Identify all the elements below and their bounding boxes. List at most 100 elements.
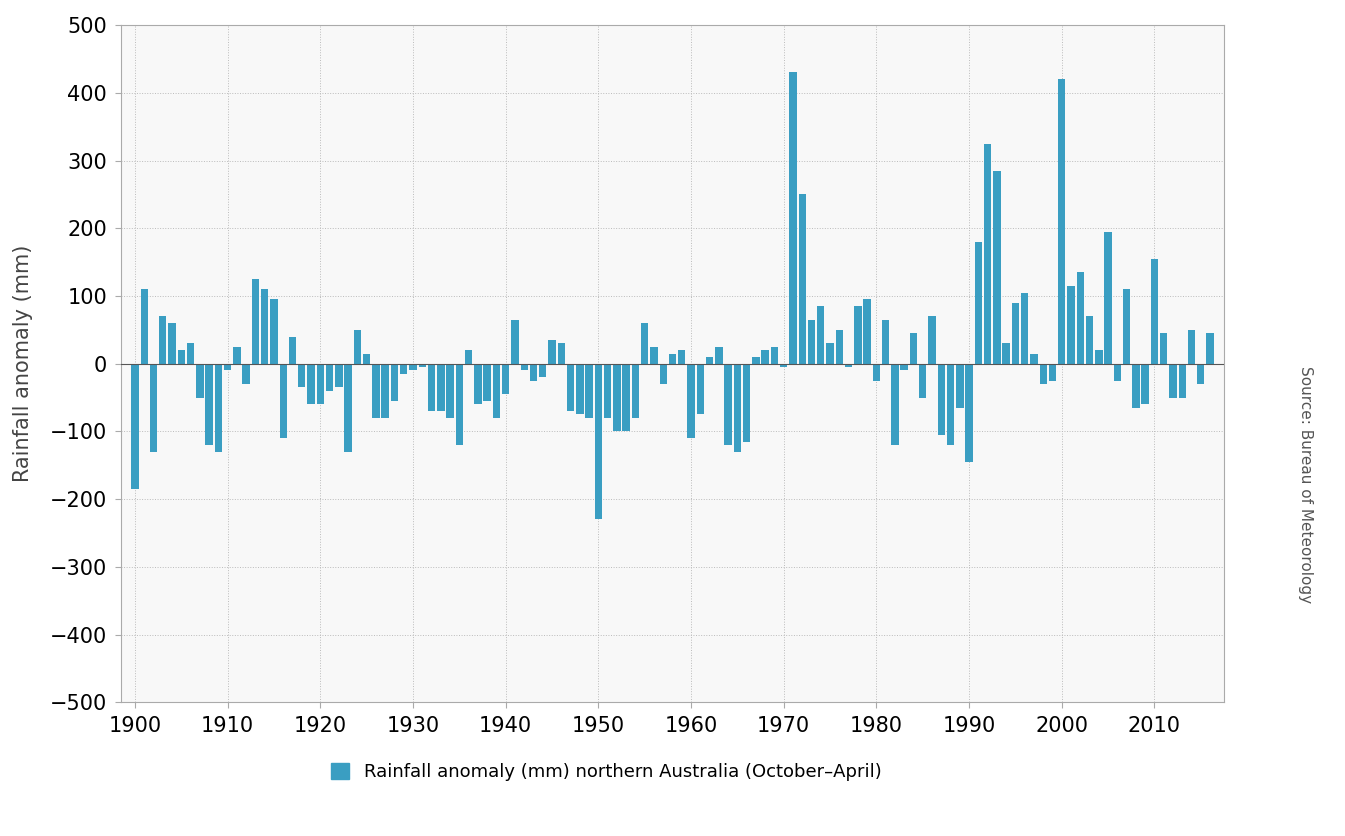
Bar — [132, 364, 139, 489]
Bar — [799, 195, 806, 364]
Bar — [808, 319, 815, 364]
Bar — [335, 364, 343, 387]
Bar — [502, 364, 510, 394]
Bar — [742, 364, 751, 441]
Bar — [178, 350, 186, 364]
Bar — [892, 364, 898, 445]
Bar — [168, 323, 176, 364]
Bar — [956, 364, 963, 408]
Bar — [382, 364, 389, 418]
Bar — [1030, 354, 1037, 364]
Bar — [594, 364, 603, 519]
Bar — [863, 299, 870, 364]
Bar — [1197, 364, 1205, 384]
Bar — [261, 289, 269, 364]
Bar — [511, 319, 519, 364]
Bar — [845, 364, 853, 367]
Bar — [206, 364, 213, 445]
Bar — [947, 364, 954, 445]
Bar — [1114, 364, 1122, 380]
Bar — [418, 364, 426, 367]
Bar — [1085, 316, 1093, 364]
Bar — [159, 316, 167, 364]
Bar — [223, 364, 231, 370]
Bar — [492, 364, 500, 418]
Bar — [308, 364, 315, 405]
Bar — [1104, 232, 1112, 364]
Bar — [447, 364, 453, 418]
Bar — [233, 347, 241, 364]
Bar — [475, 364, 482, 405]
Legend: Rainfall anomaly (mm) northern Australia (October–April): Rainfall anomaly (mm) northern Australia… — [331, 763, 881, 782]
Bar — [325, 364, 334, 390]
Bar — [1159, 334, 1167, 364]
Bar — [558, 344, 565, 364]
Bar — [344, 364, 352, 451]
Bar — [1178, 364, 1186, 398]
Bar — [873, 364, 880, 380]
Bar — [373, 364, 379, 418]
Bar — [901, 364, 908, 370]
Bar — [566, 364, 574, 411]
Bar — [483, 364, 491, 401]
Bar — [1049, 364, 1056, 380]
Bar — [909, 334, 917, 364]
Bar — [354, 329, 360, 364]
Bar — [966, 364, 972, 461]
Bar — [456, 364, 463, 445]
Bar — [659, 364, 667, 384]
Bar — [1059, 79, 1065, 364]
Bar — [816, 306, 824, 364]
Y-axis label: Rainfall anomaly (mm): Rainfall anomaly (mm) — [13, 245, 34, 482]
Bar — [771, 347, 779, 364]
Bar — [687, 364, 695, 438]
Bar — [585, 364, 593, 418]
Bar — [632, 364, 639, 418]
Bar — [215, 364, 222, 451]
Bar — [187, 344, 194, 364]
Bar — [668, 354, 677, 364]
Bar — [937, 364, 946, 435]
Bar — [854, 306, 862, 364]
Bar — [642, 323, 648, 364]
Bar — [733, 364, 741, 451]
Bar — [716, 347, 722, 364]
Bar — [465, 350, 472, 364]
Bar — [604, 364, 612, 418]
Bar — [1040, 364, 1046, 384]
Bar — [270, 299, 277, 364]
Bar — [650, 347, 658, 364]
Bar — [928, 316, 936, 364]
Bar — [613, 364, 620, 431]
Bar — [1142, 364, 1149, 405]
Bar — [882, 319, 889, 364]
Bar — [140, 289, 148, 364]
Bar — [697, 364, 703, 415]
Bar — [576, 364, 584, 415]
Bar — [363, 354, 370, 364]
Bar — [149, 364, 157, 451]
Bar — [196, 364, 203, 398]
Bar — [1169, 364, 1177, 398]
Bar — [521, 364, 529, 370]
Bar — [428, 364, 436, 411]
Bar — [242, 364, 250, 384]
Bar — [1188, 329, 1196, 364]
Bar — [391, 364, 398, 401]
Bar — [280, 364, 286, 438]
Bar — [752, 357, 760, 364]
Bar — [1011, 303, 1020, 364]
Bar — [623, 364, 629, 431]
Bar — [299, 364, 305, 387]
Bar — [993, 171, 1001, 364]
Bar — [252, 279, 260, 364]
Bar — [1002, 344, 1010, 364]
Bar — [826, 344, 834, 364]
Bar — [530, 364, 537, 380]
Bar — [409, 364, 417, 370]
Bar — [835, 329, 843, 364]
Bar — [706, 357, 713, 364]
Bar — [437, 364, 444, 411]
Bar — [399, 364, 408, 374]
Bar — [919, 364, 927, 398]
